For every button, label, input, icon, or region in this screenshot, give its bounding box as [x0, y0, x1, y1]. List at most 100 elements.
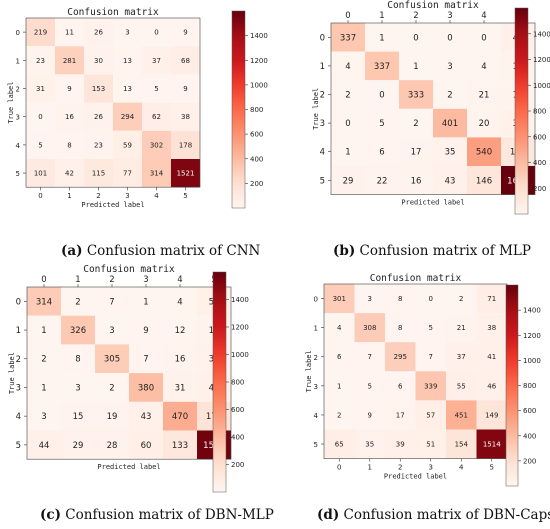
y-tick-label: 2 — [16, 355, 21, 365]
cell-value-label: 13 — [123, 57, 132, 65]
cell-value-label: 38 — [487, 324, 496, 332]
matrix-cell — [129, 401, 163, 431]
cell-value-label: 5 — [154, 85, 158, 93]
colorbar-tick-label: 1400 — [533, 30, 550, 38]
cell-value-label: 302 — [150, 141, 163, 149]
cell-value-label: 380 — [138, 383, 154, 393]
cell-value-label: 26 — [94, 29, 103, 37]
cell-value-label: 31 — [36, 85, 45, 93]
caption-text: Confusion matrix of DBN-MLP — [61, 507, 274, 523]
cell-value-label: 23 — [36, 57, 45, 65]
cell-value-label: 16 — [65, 113, 74, 121]
matrix-cell — [385, 429, 416, 459]
cell-value-label: 295 — [394, 353, 407, 361]
colorbar-tick-label: 600 — [231, 406, 244, 414]
y-tick-label: 0 — [320, 33, 325, 43]
colorbar: 200 400 600 800 1000 1200 1400 — [231, 10, 268, 209]
panel-caption: (d) Confusion matrix of DBN-CapsNet — [317, 507, 550, 523]
cell-value-label: 401 — [442, 119, 458, 129]
cell-value-label: 1 — [337, 382, 341, 390]
matrix-cell — [84, 74, 113, 103]
x-tick-label: 2 — [413, 11, 418, 21]
cell-value-label: 3 — [75, 383, 80, 393]
cell-value-label: 153 — [92, 85, 105, 93]
matrix-cell — [113, 130, 142, 159]
colorbar-tick-label: 1000 — [250, 81, 268, 89]
matrix-cell — [467, 80, 501, 109]
cell-value-label: 12 — [175, 326, 186, 336]
chart-title: Confusion matrix — [67, 7, 159, 18]
y-tick-label: 0 — [314, 296, 318, 304]
cell-value-label: 115 — [92, 170, 105, 178]
y-tick-label: 2 — [314, 354, 318, 362]
matrix-cell — [163, 430, 197, 460]
x-tick-label: 0 — [337, 464, 341, 472]
colorbar-tick-label: 1200 — [533, 56, 550, 64]
x-axis-label: Predicted label — [401, 199, 464, 207]
matrix-cell — [61, 401, 95, 431]
cell-value-label: 4 — [481, 62, 486, 72]
matrix-cell — [27, 373, 61, 402]
x-tick-label: 4 — [177, 275, 182, 285]
cell-value-label: 65 — [335, 441, 344, 449]
matrix-cell — [331, 166, 365, 195]
x-tick-label: 3 — [447, 11, 452, 21]
matrix-cell — [55, 74, 84, 103]
cell-value-label: 44 — [39, 441, 50, 451]
matrix-cell — [95, 430, 129, 460]
cell-value-label: 333 — [408, 90, 424, 100]
y-tick-label: 3 — [320, 119, 325, 129]
colorbar: 200 400 600 800 1000 1200 1400 — [514, 7, 550, 215]
cell-value-label: 7 — [429, 353, 433, 361]
matrix-cell — [27, 315, 61, 345]
cell-value-label: 146 — [476, 176, 492, 186]
x-tick-label: 4 — [481, 11, 486, 21]
cell-value-label: 62 — [152, 113, 161, 121]
matrix-cell — [385, 313, 416, 343]
matrix-cell — [171, 46, 200, 75]
cell-value-label: 77 — [123, 170, 132, 178]
x-tick-label: 3 — [125, 192, 129, 200]
colorbar-tick-label: 1400 — [250, 32, 268, 40]
matrix-cell — [163, 344, 197, 374]
colorbar: 200 400 600 800 1000 1200 1400 — [212, 271, 249, 493]
matrix-cell — [331, 23, 365, 52]
cell-value-label: 8 — [398, 324, 402, 332]
cell-value-label: 28 — [107, 441, 118, 451]
cell-value-label: 101 — [34, 170, 47, 178]
x-axis-label: Predicted label — [384, 473, 447, 481]
colorbar-tick-label: 1000 — [523, 357, 541, 365]
y-tick-label: 0 — [16, 29, 20, 37]
matrix-cell — [385, 342, 416, 372]
matrix-cell — [467, 51, 501, 81]
matrix-cell — [476, 400, 507, 430]
matrix-cell — [84, 18, 113, 47]
cell-value-label: 57 — [426, 411, 435, 419]
cell-value-label: 2 — [109, 383, 114, 393]
matrix-cell — [26, 74, 55, 103]
x-axis-label: Predicted label — [81, 201, 144, 209]
matrix-cell — [171, 74, 200, 103]
panel-caption: (a) Confusion matrix of CNN — [61, 243, 261, 259]
matrix-cell — [142, 18, 171, 47]
cell-value-label: 5 — [368, 382, 372, 390]
colorbar-gradient — [231, 10, 246, 209]
cell-value-label: 326 — [70, 326, 86, 336]
x-tick-label: 4 — [154, 192, 159, 200]
cell-value-label: 219 — [34, 29, 47, 37]
matrix-cell — [354, 342, 385, 372]
matrix-cell — [95, 373, 129, 402]
cell-value-label: 1514 — [483, 441, 501, 449]
matrix-cell — [324, 400, 355, 430]
y-tick-label: 5 — [16, 170, 20, 178]
cell-value-label: 20 — [479, 119, 490, 129]
cell-value-label: 178 — [179, 141, 192, 149]
colorbar-tick-label: 200 — [231, 461, 244, 469]
cell-value-label: 13 — [123, 85, 132, 93]
matrix-cell — [365, 137, 399, 166]
matrix-cell — [467, 166, 501, 195]
cell-value-label: 1 — [413, 62, 418, 72]
matrix-cell — [61, 430, 95, 460]
matrix-cell — [354, 313, 385, 343]
